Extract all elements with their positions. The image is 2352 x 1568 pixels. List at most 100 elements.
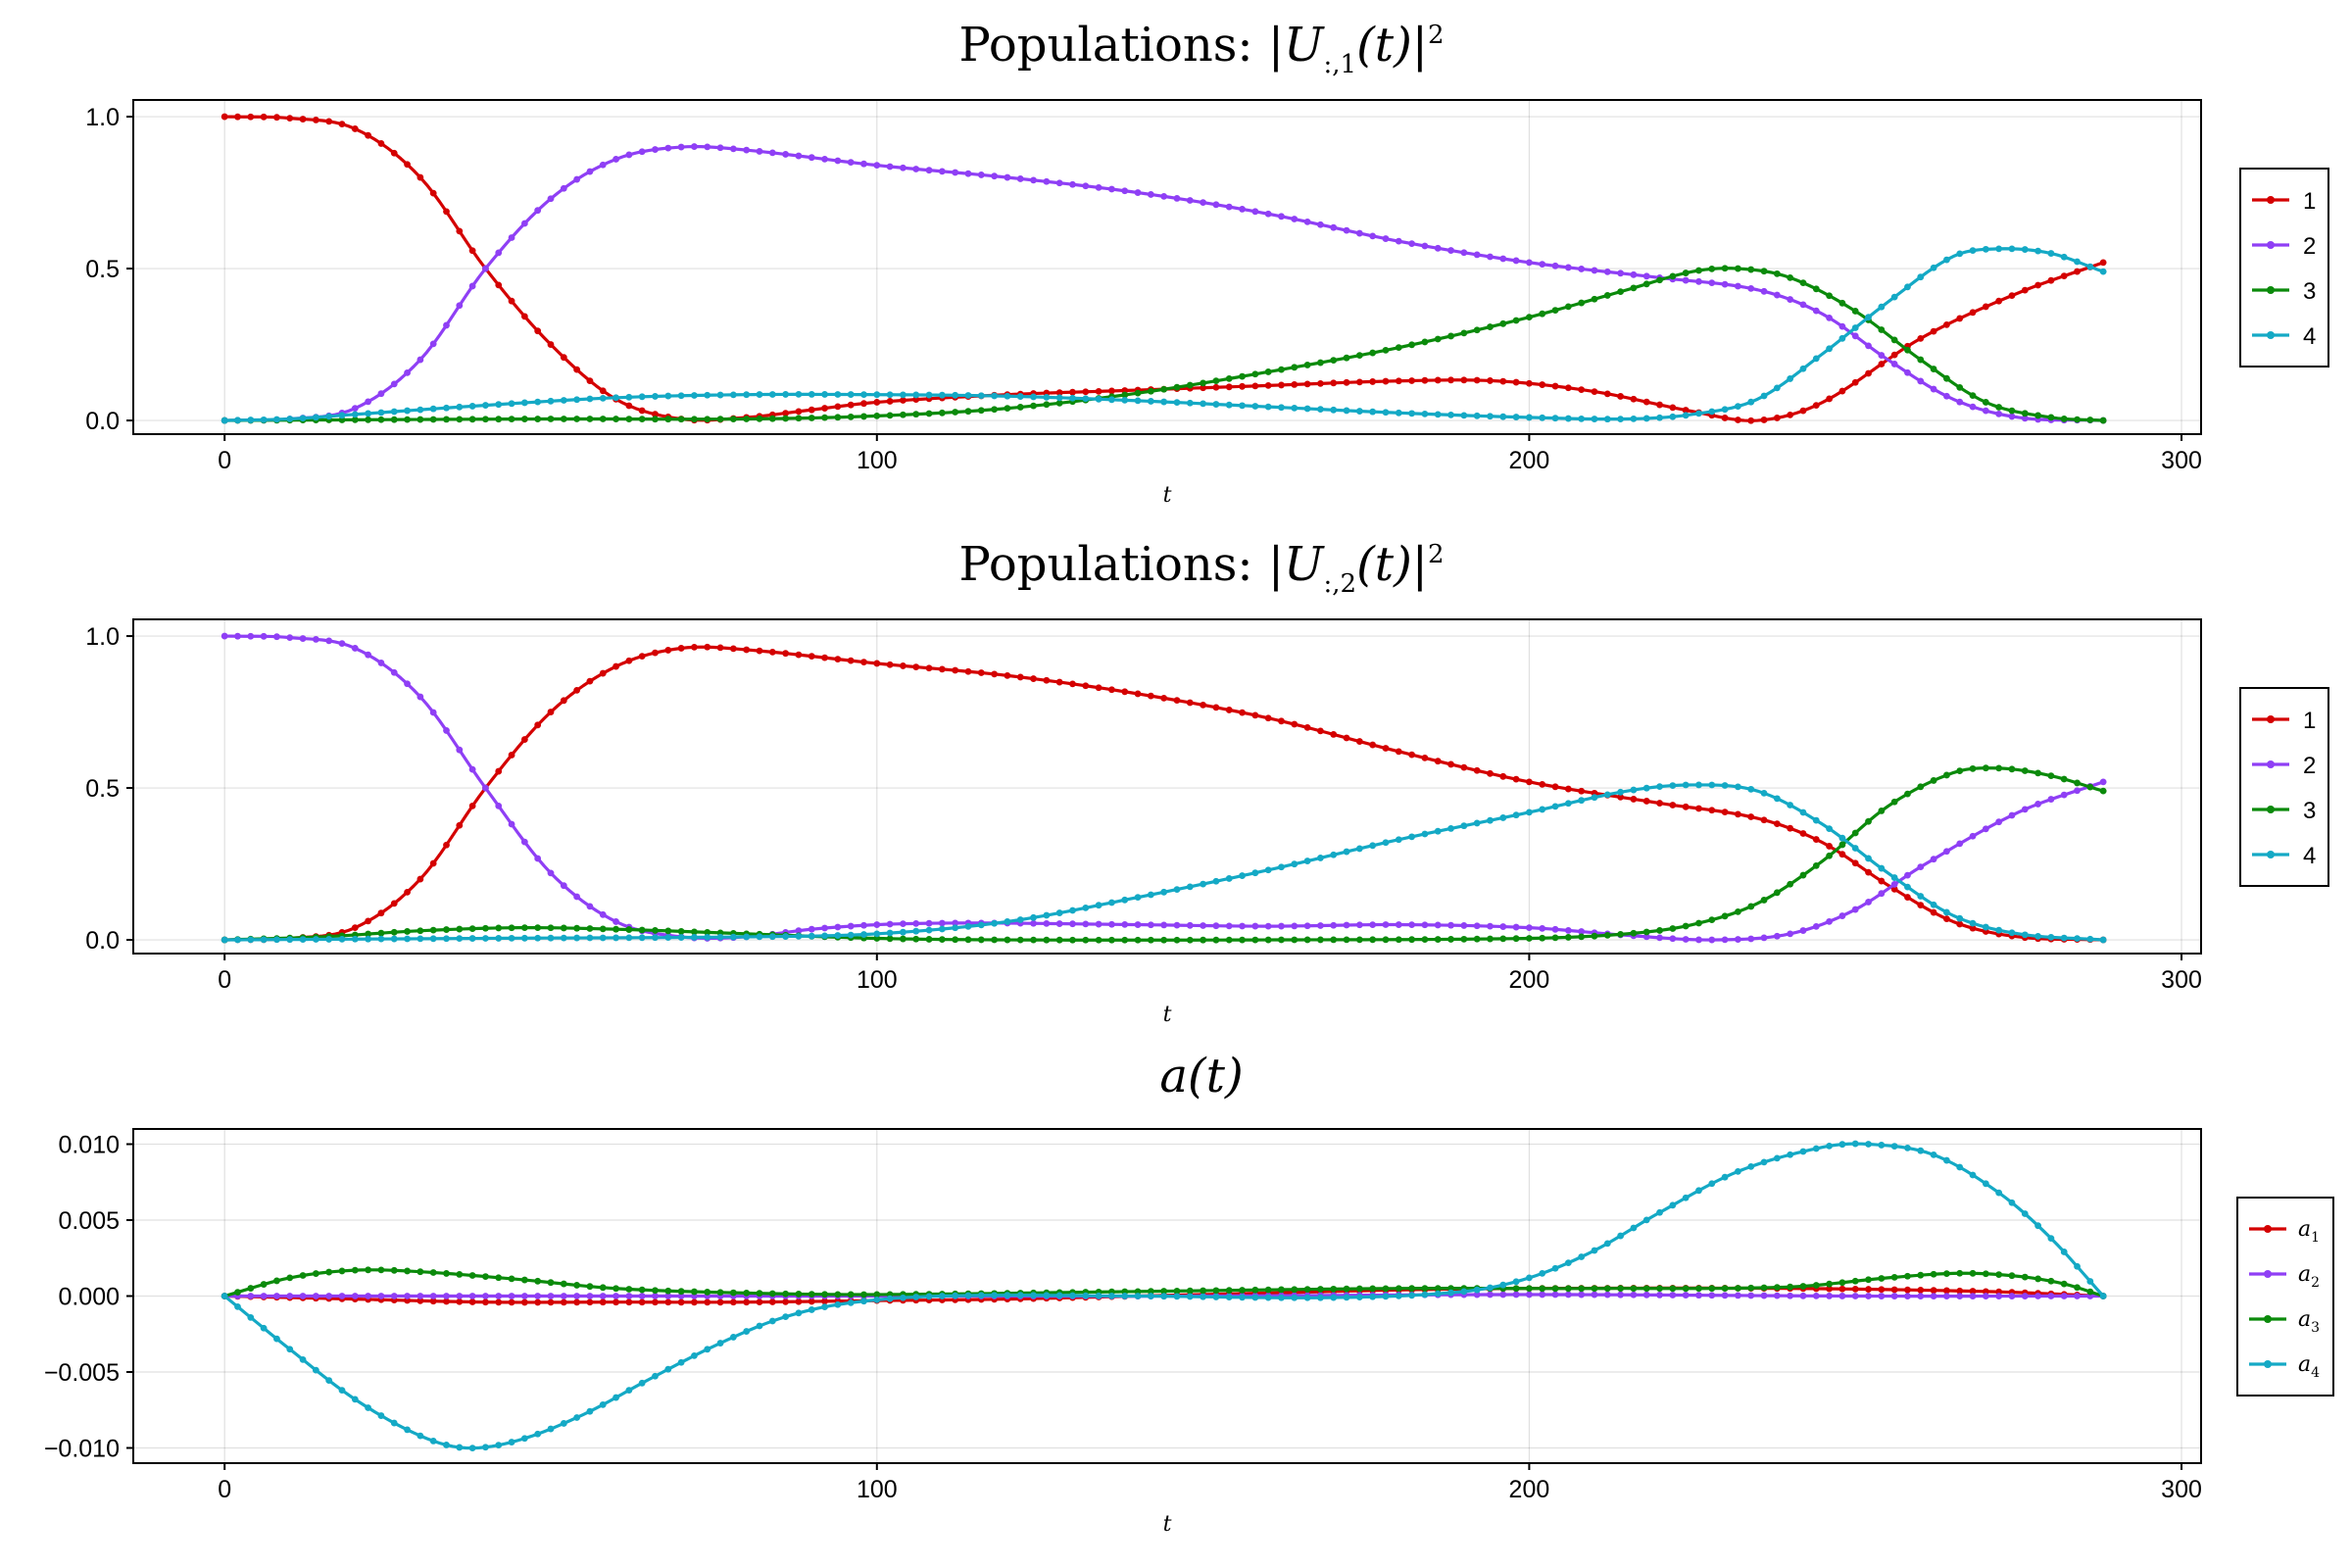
x-tick-label: 0 xyxy=(218,1476,231,1503)
series-point xyxy=(991,919,999,927)
series-point xyxy=(351,405,359,413)
series-point xyxy=(964,170,972,177)
series-point xyxy=(1787,1283,1794,1291)
series-point xyxy=(768,933,776,941)
series-point xyxy=(1787,411,1794,418)
legend-label: 2 xyxy=(2303,753,2316,779)
series-point xyxy=(365,1293,372,1299)
series-point xyxy=(429,1293,437,1299)
series-point xyxy=(1421,936,1429,944)
series-point xyxy=(795,1298,803,1305)
series-point xyxy=(847,1298,855,1306)
series-point xyxy=(1382,1285,1390,1293)
series-point xyxy=(652,1372,659,1380)
series-point xyxy=(1239,1287,1246,1294)
series-point xyxy=(1564,800,1572,808)
series-4 xyxy=(220,245,2107,424)
series-point xyxy=(2086,416,2094,423)
series-point xyxy=(1878,1275,1886,1282)
series-point xyxy=(443,208,450,216)
series-point xyxy=(1956,1293,1964,1299)
series-point xyxy=(1917,1293,1925,1299)
series-point xyxy=(808,406,815,414)
series-point xyxy=(1943,1287,1950,1295)
series-point xyxy=(1564,264,1572,271)
series-point xyxy=(1447,921,1454,929)
series-point xyxy=(2008,1293,2016,1299)
series-point xyxy=(873,1296,881,1303)
series-point xyxy=(1239,402,1246,410)
series-point xyxy=(1721,406,1729,414)
series-point xyxy=(1826,1285,1833,1293)
series-point xyxy=(1669,1292,1677,1298)
series-point xyxy=(1695,410,1702,417)
series-point xyxy=(1526,1291,1533,1298)
series-point xyxy=(1799,927,1807,934)
series-point xyxy=(1487,377,1494,384)
series-point xyxy=(247,936,255,944)
series-point xyxy=(1369,232,1377,240)
series-point xyxy=(1799,301,1807,309)
series-point xyxy=(586,903,594,910)
legend-label-base: a xyxy=(2298,1262,2311,1287)
series-point xyxy=(1499,814,1507,821)
series-point xyxy=(1982,764,1989,772)
series-point xyxy=(1355,738,1363,745)
series-point xyxy=(573,1298,581,1306)
series-point xyxy=(520,934,528,942)
series-point xyxy=(1930,366,1937,372)
series-point xyxy=(1487,935,1494,943)
series-point xyxy=(1460,249,1468,257)
y-tick-label: 0.000 xyxy=(58,1284,120,1311)
series-point xyxy=(429,416,437,423)
series-point xyxy=(1708,265,1716,272)
series-point xyxy=(1512,1291,1520,1298)
series-point xyxy=(1826,314,1833,321)
series-point xyxy=(1108,686,1115,694)
series-point xyxy=(1291,404,1298,412)
series-point xyxy=(468,1293,476,1299)
series-point xyxy=(1421,830,1429,838)
series-point xyxy=(1447,411,1454,418)
series-point xyxy=(1069,388,1076,396)
series-point xyxy=(495,1293,503,1299)
series-point xyxy=(2074,416,2081,423)
series-point xyxy=(1838,1279,1846,1287)
x-axis-label: t xyxy=(1163,1003,1172,1027)
series-point xyxy=(1682,1285,1690,1293)
series-point xyxy=(260,1324,268,1332)
legend-label: 3 xyxy=(2303,798,2316,824)
series-point xyxy=(1434,244,1442,252)
series-point xyxy=(886,391,894,399)
series-point xyxy=(1173,886,1181,894)
series-point xyxy=(977,669,985,676)
series-point xyxy=(1773,270,1781,277)
legend-label: 4 xyxy=(2303,843,2316,869)
series-point xyxy=(1043,393,1051,401)
series-point xyxy=(1487,323,1494,330)
series-point xyxy=(1395,344,1402,352)
series-point xyxy=(1434,758,1442,765)
series-point xyxy=(1121,936,1129,944)
series-point xyxy=(704,1289,711,1296)
series-point xyxy=(534,934,542,942)
series-point xyxy=(1317,936,1324,944)
series-point xyxy=(1656,1292,1663,1298)
series-point xyxy=(1943,1156,1950,1164)
series-point xyxy=(443,841,450,849)
series-point xyxy=(1278,381,1285,389)
series-point xyxy=(1343,1285,1350,1293)
series-point xyxy=(1460,329,1468,337)
series-point xyxy=(1721,415,1729,421)
series-point xyxy=(508,752,515,759)
series-point xyxy=(1395,377,1402,385)
series-point xyxy=(1264,714,1272,722)
series-point xyxy=(638,1379,646,1387)
series-point xyxy=(220,113,228,121)
series-point xyxy=(1656,1208,1663,1216)
series-point xyxy=(1512,317,1520,324)
series-point xyxy=(560,924,567,932)
series-point xyxy=(468,1445,476,1452)
series-point xyxy=(2021,410,2029,417)
